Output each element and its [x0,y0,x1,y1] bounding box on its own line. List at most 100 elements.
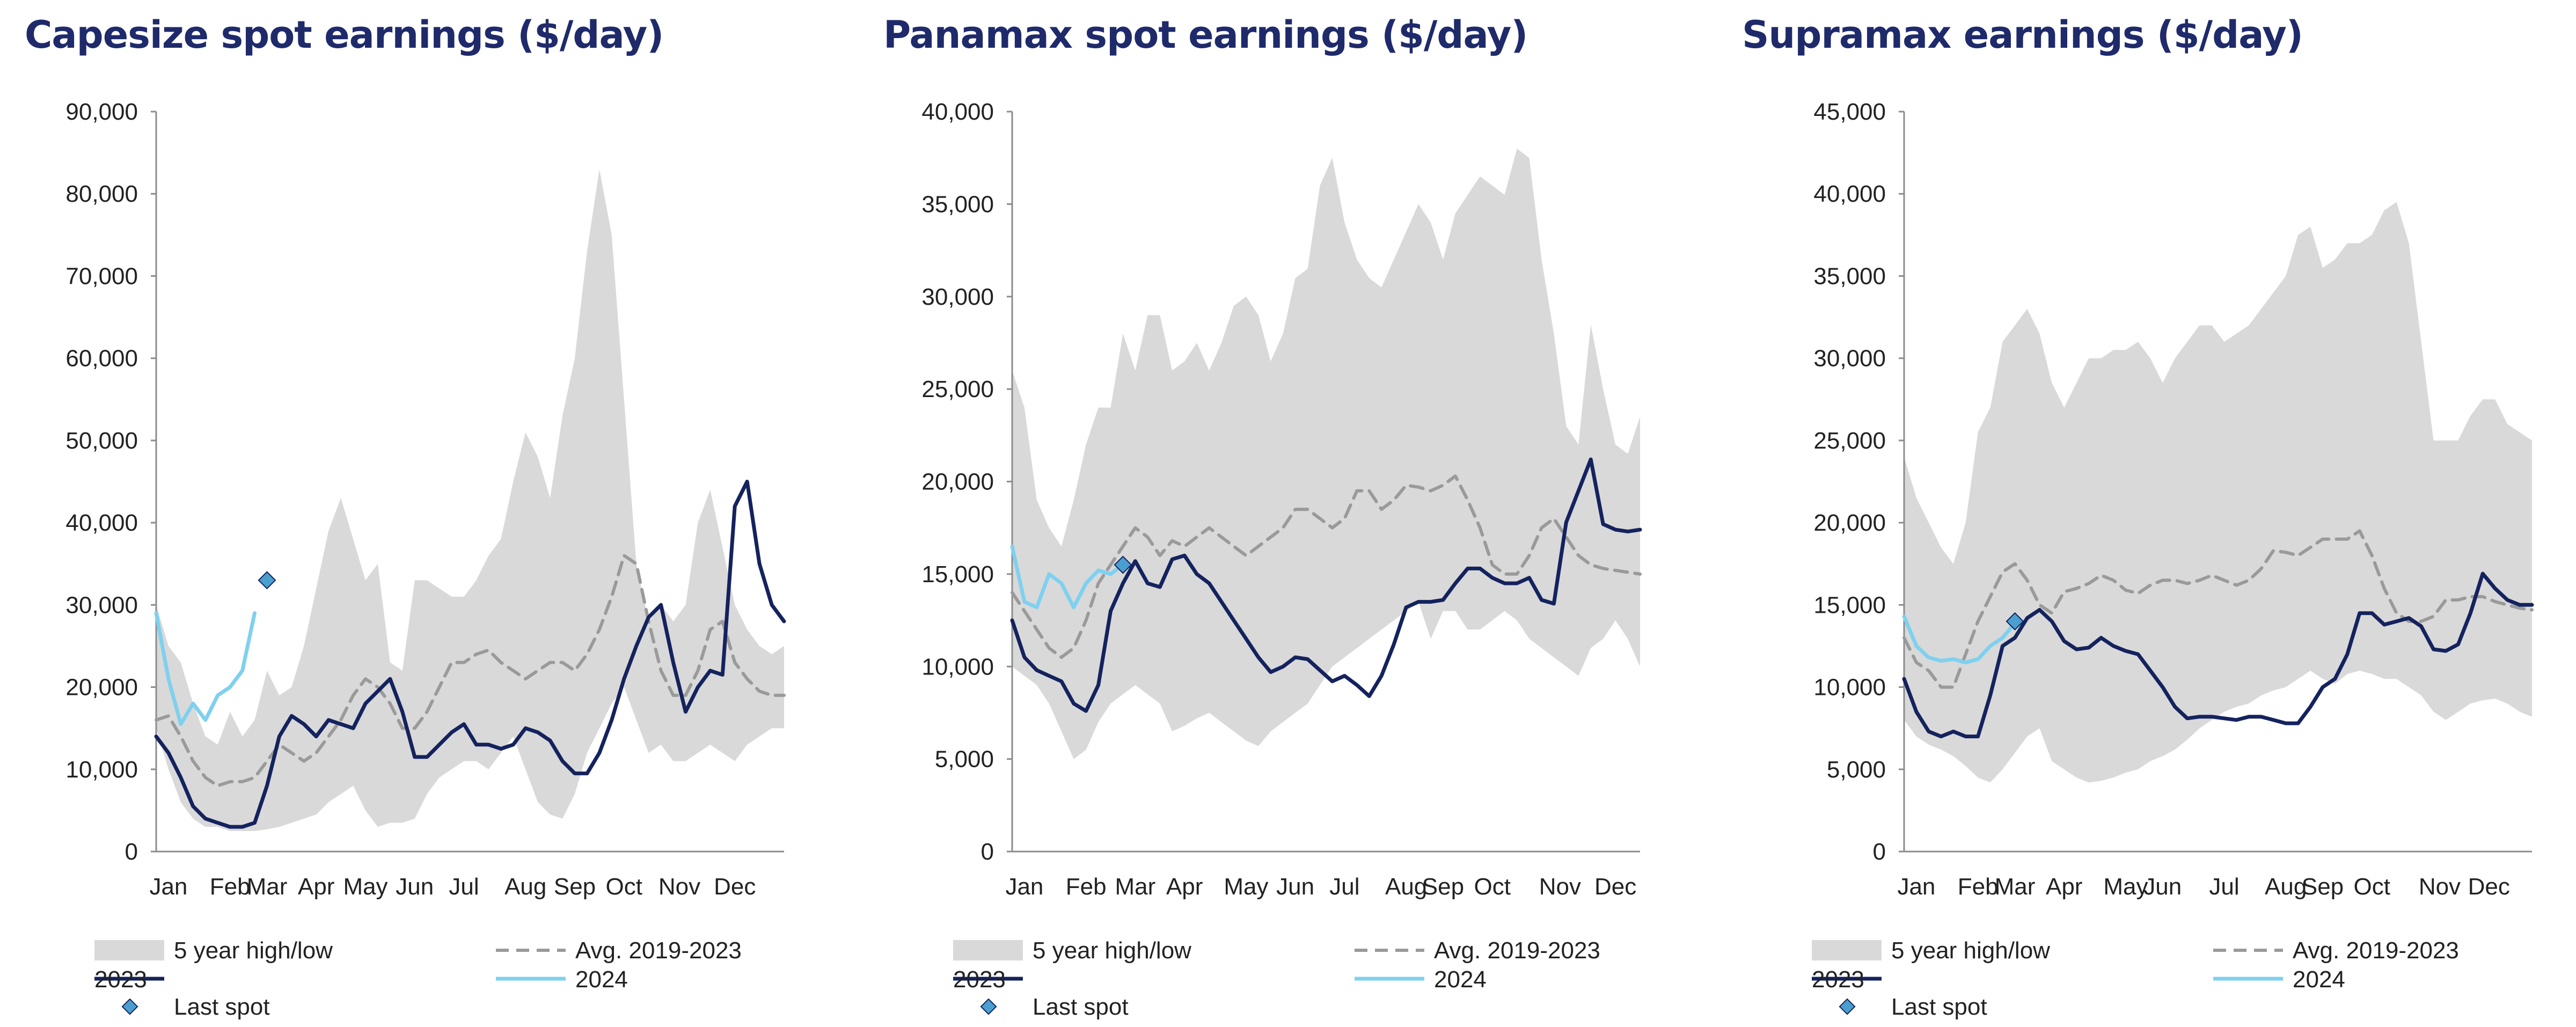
x-tick-label: Feb [1066,874,1107,900]
legend-swatch-band [94,940,164,960]
legend-label: Avg. 2019-2023 [1434,937,1600,964]
x-tick-label: Aug [2265,874,2307,900]
x-tick-label: Dec [2468,874,2510,900]
y-tick-label: 5,000 [1827,757,1886,783]
legend: 5 year high/low Avg. 2019-2023 2023 2024 Las… [94,937,742,1020]
series-2024-line [154,611,257,726]
legend-label: 2024 [1434,966,1487,993]
x-tick-label: Jan [1897,874,1935,900]
chart-plot: 0 5,000 10,000 15,000 20,000 25,000 30,000 35,0… [921,99,1642,1020]
x-tick-label: Sep [554,874,596,900]
legend: 5 year high/low Avg. 2019-2023 2023 2024 Las… [953,937,1600,1020]
chart-title: Panamax spot earnings ($/day) [883,13,1528,57]
y-tick-label: 30,000 [921,284,994,310]
y-tick-label: 0 [125,839,138,865]
capesize-chart-panel: Capesize spot earnings ($/day) 0 10,000 20… [0,0,859,1027]
x-tick-label: Apr [298,874,334,900]
chart-title: Supramax earnings ($/day) [1742,13,2303,57]
x-tick-label: Mar [1995,874,2036,900]
legend: 5 year high/low Avg. 2019-2023 2023 2024 Las… [1812,937,2459,1020]
y-tick-label: 20,000 [921,469,994,495]
x-tick-label: Dec [1594,874,1636,900]
x-tick-label: Aug [1385,874,1427,900]
avg-line [155,554,786,788]
y-tick-label: 40,000 [1813,181,1886,207]
x-tick-label: Mar [1115,874,1156,900]
panamax-chart-panel: Panamax spot earnings ($/day) 0 5,000 10,0… [859,0,1717,1027]
x-tick-label: Feb [1958,874,1999,900]
y-tick-label: 50,000 [65,428,138,454]
chart-title: Capesize spot earnings ($/day) [25,13,664,57]
y-tick-label: 90,000 [65,99,138,125]
y-tick-label: 15,000 [921,561,994,588]
y-tick-label: 10,000 [1813,674,1886,701]
x-tick-label: Mar [247,874,288,900]
x-tick-label: Jul [1329,874,1359,900]
band-area-5yr-high-low [1012,149,1640,759]
x-tick-label: Jul [449,874,479,900]
y-tick-label: 10,000 [65,757,138,783]
series-2024-line [1010,544,1125,610]
x-tick-label: May [343,874,387,900]
y-tick-label: 20,000 [65,674,138,701]
y-tick-label: 45,000 [1813,99,1886,125]
y-tick-label: 5,000 [935,746,994,773]
y-tick-label: 25,000 [921,376,994,402]
x-tick-label: Dec [714,874,756,900]
x-tick-label: Apr [1166,874,1203,900]
series-2024-line [1902,614,2017,665]
y-tick-label: 40,000 [65,510,138,536]
legend-label: Last spot [1891,994,1987,1020]
y-tick-label: 35,000 [921,191,994,217]
x-tick-label: Oct [606,874,642,900]
x-tick-label: Jul [2209,874,2239,900]
series-2023-line [154,480,786,829]
x-tick-label: Sep [1422,874,1464,900]
legend-swatch-last-spot [980,998,997,1015]
x-tick-label: Nov [1539,874,1581,900]
legend-label: Last spot [174,994,270,1020]
x-tick-label: Jan [1005,874,1043,900]
legend-swatch-last-spot [1839,998,1856,1015]
legend-label: Avg. 2019-2023 [2293,937,2459,964]
y-tick-label: 80,000 [65,181,138,207]
x-tick-label: Oct [1474,874,1510,900]
y-tick-label: 35,000 [1813,263,1886,289]
legend-swatch-band [953,940,1023,960]
series-2023-line [1902,571,2534,738]
y-tick-label: 20,000 [1813,510,1886,536]
legend-label: 5 year high/low [174,937,333,964]
x-tick-label: Jun [396,874,434,900]
avg-line [1902,529,2534,689]
x-tick-label: May [1224,874,1268,900]
y-tick-label: 30,000 [65,592,138,618]
legend-label: 5 year high/low [1033,937,1191,964]
series-2023-line [1010,457,1642,713]
x-tick-label: Oct [2354,874,2390,900]
y-tick-label: 60,000 [65,346,138,372]
y-tick-label: 70,000 [65,263,138,289]
last-spot-marker [1114,555,1132,574]
y-tick-label: 0 [1873,839,1886,865]
legend-label: Last spot [1033,994,1129,1020]
y-tick-label: 15,000 [1813,592,1886,618]
x-tick-label: Apr [2046,874,2082,900]
legend-swatch-last-spot [121,998,138,1015]
avg-line [1011,474,1642,659]
y-tick-label: 25,000 [1813,428,1886,454]
chart-plot: 0 5,000 10,000 15,000 20,000 25,000 30,000 35,0… [1812,99,2534,1020]
legend-label: 5 year high/low [1891,937,2050,964]
y-tick-label: 40,000 [921,99,994,125]
chart-plot: 0 10,000 20,000 30,000 40,000 50,000 60,000 70,… [65,99,786,1020]
supramax-chart-panel: Supramax earnings ($/day) 0 5,000 10,000 15… [1717,0,2576,1027]
x-tick-label: May [2103,874,2148,900]
last-spot-marker [2006,612,2024,630]
x-tick-label: Nov [2419,874,2461,900]
x-tick-label: Aug [504,874,546,900]
legend-label: 2024 [2293,966,2345,993]
legend-label: 2024 [575,966,628,993]
x-tick-label: Nov [658,874,700,900]
x-tick-label: Jun [1276,874,1314,900]
y-tick-label: 10,000 [921,654,994,680]
legend-label: 2023 [953,966,1006,993]
